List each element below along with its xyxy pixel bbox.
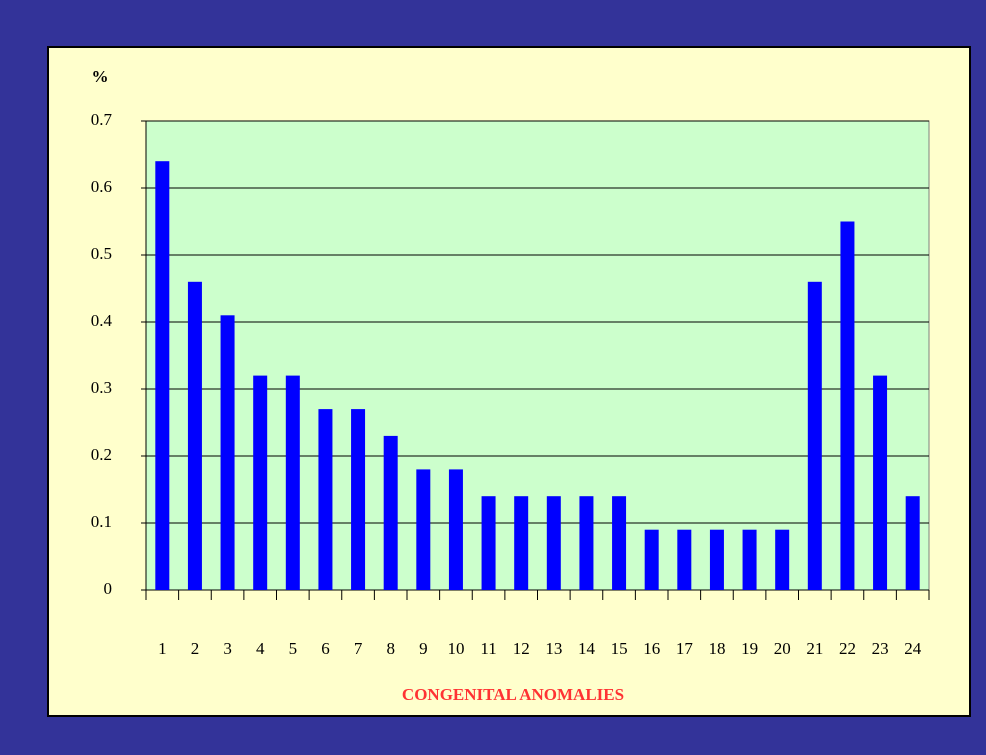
x-tick-label: 22 bbox=[839, 639, 856, 658]
bar bbox=[644, 529, 659, 590]
y-tick-label: 0.5 bbox=[91, 244, 112, 263]
x-tick-label: 23 bbox=[872, 639, 889, 658]
bar bbox=[873, 375, 888, 590]
x-tick-label: 4 bbox=[256, 639, 265, 658]
x-tick-label: 11 bbox=[480, 639, 496, 658]
bar bbox=[840, 221, 855, 590]
x-tick-label: 3 bbox=[223, 639, 232, 658]
x-tick-label: 14 bbox=[578, 639, 596, 658]
x-tick-label: 20 bbox=[774, 639, 791, 658]
bar bbox=[448, 469, 463, 590]
bar bbox=[514, 496, 529, 590]
bar bbox=[709, 529, 724, 590]
bar bbox=[416, 469, 431, 590]
y-tick-label: 0.6 bbox=[91, 177, 112, 196]
bar bbox=[253, 375, 268, 590]
bar bbox=[579, 496, 594, 590]
x-tick-label: 6 bbox=[321, 639, 330, 658]
bar bbox=[318, 409, 333, 590]
bar bbox=[905, 496, 920, 590]
x-tick-label: 17 bbox=[676, 639, 694, 658]
x-tick-label: 9 bbox=[419, 639, 428, 658]
bar bbox=[807, 281, 822, 590]
x-tick-label: 24 bbox=[904, 639, 922, 658]
x-axis-label: CONGENITAL ANOMALIES bbox=[402, 685, 624, 704]
bar bbox=[220, 315, 235, 590]
bar bbox=[351, 409, 366, 590]
bar bbox=[383, 435, 398, 590]
bar bbox=[742, 529, 757, 590]
y-tick-label: 0.2 bbox=[91, 445, 112, 464]
x-tick-label: 8 bbox=[386, 639, 395, 658]
bar bbox=[155, 161, 170, 590]
y-axis-label: % bbox=[92, 67, 109, 86]
bar bbox=[285, 375, 300, 590]
y-tick-label: 0.7 bbox=[91, 110, 113, 129]
x-tick-label: 10 bbox=[447, 639, 464, 658]
y-tick-label: 0.4 bbox=[91, 311, 113, 330]
x-tick-label: 7 bbox=[354, 639, 363, 658]
x-tick-label: 21 bbox=[806, 639, 823, 658]
x-tick-label: 1 bbox=[158, 639, 167, 658]
bar bbox=[481, 496, 496, 590]
plot-area bbox=[145, 120, 930, 591]
bar bbox=[677, 529, 692, 590]
bar bbox=[187, 281, 202, 590]
x-tick-label: 13 bbox=[545, 639, 562, 658]
bar bbox=[775, 529, 790, 590]
y-tick-label: 0 bbox=[104, 579, 113, 598]
x-tick-label: 18 bbox=[708, 639, 725, 658]
x-tick-label: 19 bbox=[741, 639, 758, 658]
x-tick-label: 16 bbox=[643, 639, 660, 658]
x-tick-label: 2 bbox=[191, 639, 200, 658]
y-tick-label: 0.3 bbox=[91, 378, 112, 397]
bar bbox=[546, 496, 561, 590]
x-tick-label: 15 bbox=[611, 639, 628, 658]
x-tick-label: 12 bbox=[513, 639, 530, 658]
bar bbox=[612, 496, 627, 590]
x-tick-label: 5 bbox=[289, 639, 298, 658]
y-tick-label: 0.1 bbox=[91, 512, 112, 531]
